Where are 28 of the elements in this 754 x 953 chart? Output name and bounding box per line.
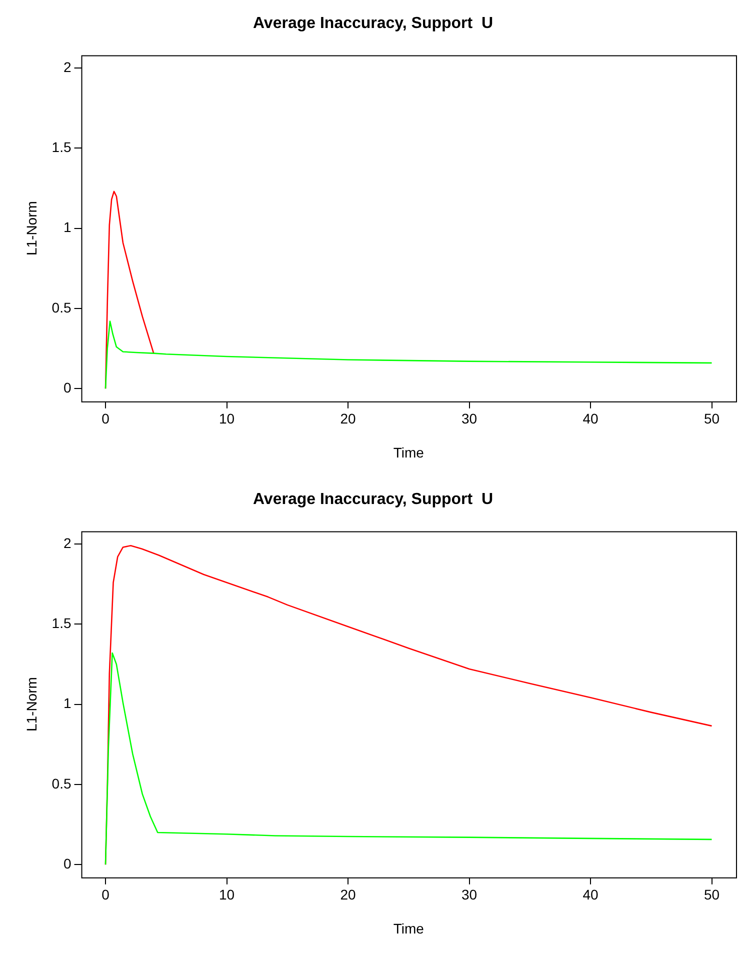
x-tick-label: 40 — [582, 886, 598, 903]
x-tick-label: 50 — [704, 886, 720, 903]
x-tick-label: 40 — [582, 410, 598, 427]
chart-title: Average Inaccuracy, Support U — [252, 491, 494, 508]
y-tick-label: 0.5 — [52, 299, 72, 316]
y-tick-label: 0 — [63, 379, 72, 396]
x-tick-label: 0 — [102, 886, 110, 903]
x-tick-label: 20 — [340, 886, 356, 903]
y-tick-label: 1 — [63, 219, 72, 236]
y-tick-label: 1.5 — [52, 139, 72, 156]
chart-title: Average Inaccuracy, Support U — [252, 15, 494, 32]
x-tick-label: 30 — [461, 886, 478, 903]
y-tick-label: 0 — [63, 855, 72, 872]
x-tick-label: 10 — [218, 410, 235, 427]
y-tick-label: 1.5 — [52, 615, 72, 632]
y-axis-title: L1-Norm — [23, 201, 40, 256]
y-tick-label: 0.5 — [52, 775, 72, 792]
x-axis-title: Time — [393, 444, 424, 460]
x-tick-label: 20 — [340, 410, 356, 427]
x-tick-label: 10 — [218, 886, 235, 903]
y-tick-label: 2 — [63, 534, 72, 551]
y-tick-label: 2 — [63, 58, 72, 75]
x-tick-label: 50 — [704, 410, 720, 427]
y-axis-title: L1-Norm — [23, 677, 40, 732]
x-tick-label: 30 — [461, 410, 478, 427]
x-axis-title: Time — [393, 920, 424, 936]
y-tick-label: 1 — [63, 695, 72, 712]
x-tick-label: 0 — [102, 410, 110, 427]
